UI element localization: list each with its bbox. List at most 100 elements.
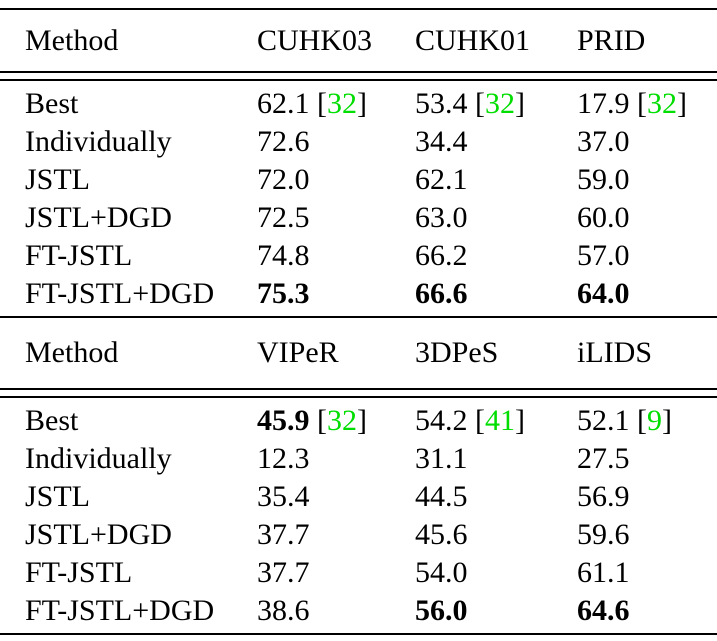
score-value: 61.1	[577, 556, 630, 589]
score-value: 35.4	[257, 480, 310, 513]
score-cell: 72.5	[257, 199, 415, 237]
score-value: 54.0	[415, 556, 468, 589]
score-cell: 45.6	[415, 516, 577, 554]
method-cell: Individually	[25, 442, 172, 475]
score-value: 62.1	[415, 163, 468, 196]
score-value: 54.2	[415, 404, 468, 437]
score-cell: 57.0	[577, 237, 717, 275]
score-value: 37.7	[257, 518, 310, 551]
citation-link[interactable]: 41	[485, 404, 515, 437]
score-value: 37.7	[257, 556, 310, 589]
score-cell: 74.8	[257, 237, 415, 275]
score-value: 37.0	[577, 125, 630, 158]
score-cell: 31.1	[415, 440, 577, 478]
score-cell: 62.1	[415, 161, 577, 199]
citation-link[interactable]: 9	[647, 404, 662, 437]
column-header-prid: PRID	[577, 23, 646, 57]
table-body-1: Best 62.1 [32] 53.4 [32] 17.9 [32] Individua…	[0, 81, 717, 316]
table-row: FT-JSTL 37.7 54.0 61.1	[0, 554, 717, 592]
method-cell: JSTL	[25, 480, 91, 513]
method-cell: Best	[25, 87, 79, 120]
citation-link[interactable]: 32	[327, 87, 357, 120]
score-value: 59.6	[577, 518, 630, 551]
table-row: FT-JSTL+DGD 38.6 56.0 64.6	[0, 592, 717, 630]
score-cell: 59.6	[577, 516, 717, 554]
score-cell: 60.0	[577, 199, 717, 237]
method-cell: FT-JSTL+DGD	[25, 594, 215, 627]
citation-link[interactable]: 32	[647, 87, 677, 120]
score-cell: 54.2 [41]	[415, 404, 525, 437]
table-row: JSTL 72.0 62.1 59.0	[0, 161, 717, 199]
table-header-row: Method VIPeR 3DPeS iLIDS	[0, 318, 717, 388]
score-cell: 64.6	[577, 592, 717, 630]
table-row: FT-JSTL 74.8 66.2 57.0	[0, 237, 717, 275]
score-cell: 52.1 [9]	[577, 404, 672, 437]
score-cell: 59.0	[577, 161, 717, 199]
method-cell: Best	[25, 404, 79, 437]
score-cell: 34.4	[415, 123, 577, 161]
score-value: 59.0	[577, 163, 630, 196]
score-cell: 27.5	[577, 440, 717, 478]
score-value: 53.4	[415, 87, 468, 120]
score-cell: 12.3	[257, 440, 415, 478]
column-header-cuhk03: CUHK03	[257, 23, 373, 57]
score-value: 44.5	[415, 480, 468, 513]
score-cell: 38.6	[257, 592, 415, 630]
score-value: 62.1	[257, 87, 310, 120]
score-cell: 63.0	[415, 199, 577, 237]
method-cell: FT-JSTL+DGD	[25, 277, 215, 310]
score-value: 17.9	[577, 87, 630, 120]
score-value: 66.6	[415, 277, 468, 310]
double-rule	[0, 71, 717, 81]
method-cell: FT-JSTL	[25, 239, 133, 272]
column-header-ilids: iLIDS	[577, 336, 652, 369]
column-header-method: Method	[25, 23, 119, 57]
method-cell: JSTL+DGD	[25, 201, 172, 234]
table-row: JSTL 35.4 44.5 56.9	[0, 478, 717, 516]
double-rule	[0, 388, 717, 398]
score-value: 64.6	[577, 594, 630, 627]
score-cell: 56.9	[577, 478, 717, 516]
score-value: 57.0	[577, 239, 630, 272]
score-cell: 37.7	[257, 554, 415, 592]
score-cell: 56.0	[415, 592, 577, 630]
table-row: Individually 72.6 34.4 37.0	[0, 123, 717, 161]
column-header-cuhk01: CUHK01	[415, 23, 531, 57]
score-cell: 44.5	[415, 478, 577, 516]
score-cell: 53.4 [32]	[415, 87, 525, 120]
score-cell: 35.4	[257, 478, 415, 516]
score-value: 52.1	[577, 404, 630, 437]
score-value: 45.9	[257, 404, 310, 437]
score-value: 34.4	[415, 125, 468, 158]
citation-link[interactable]: 32	[327, 404, 357, 437]
score-cell: 17.9 [32]	[577, 87, 687, 120]
score-cell: 66.2	[415, 237, 577, 275]
score-cell: 61.1	[577, 554, 717, 592]
table-section-1: Method CUHK03 CUHK01 PRID Best 62.1 [32] 5…	[0, 10, 717, 316]
score-value: 56.9	[577, 480, 630, 513]
score-cell: 45.9 [32]	[257, 404, 367, 437]
table-row: Individually 12.3 31.1 27.5	[0, 440, 717, 478]
score-cell: 72.0	[257, 161, 415, 199]
method-cell: JSTL+DGD	[25, 518, 172, 551]
method-cell: FT-JSTL	[25, 556, 133, 589]
column-header-viper: VIPeR	[257, 336, 339, 369]
score-cell: 62.1 [32]	[257, 87, 367, 120]
score-value: 72.6	[257, 125, 310, 158]
score-value: 75.3	[257, 277, 310, 310]
citation-link[interactable]: 32	[485, 87, 515, 120]
method-cell: Individually	[25, 125, 172, 158]
score-value: 63.0	[415, 201, 468, 234]
score-cell: 75.3	[257, 275, 415, 313]
score-value: 72.0	[257, 163, 310, 196]
column-header-method: Method	[25, 336, 119, 369]
score-cell: 72.6	[257, 123, 415, 161]
score-value: 31.1	[415, 442, 468, 475]
score-value: 66.2	[415, 239, 468, 272]
score-value: 12.3	[257, 442, 310, 475]
table-row: Best 45.9 [32] 54.2 [41] 52.1 [9]	[0, 402, 717, 440]
bottom-rule	[0, 633, 717, 635]
top-rule	[0, 8, 717, 10]
section-divider-rule	[0, 316, 717, 318]
table-section-2: Method VIPeR 3DPeS iLIDS Best 45.9 [32] 54…	[0, 318, 717, 633]
